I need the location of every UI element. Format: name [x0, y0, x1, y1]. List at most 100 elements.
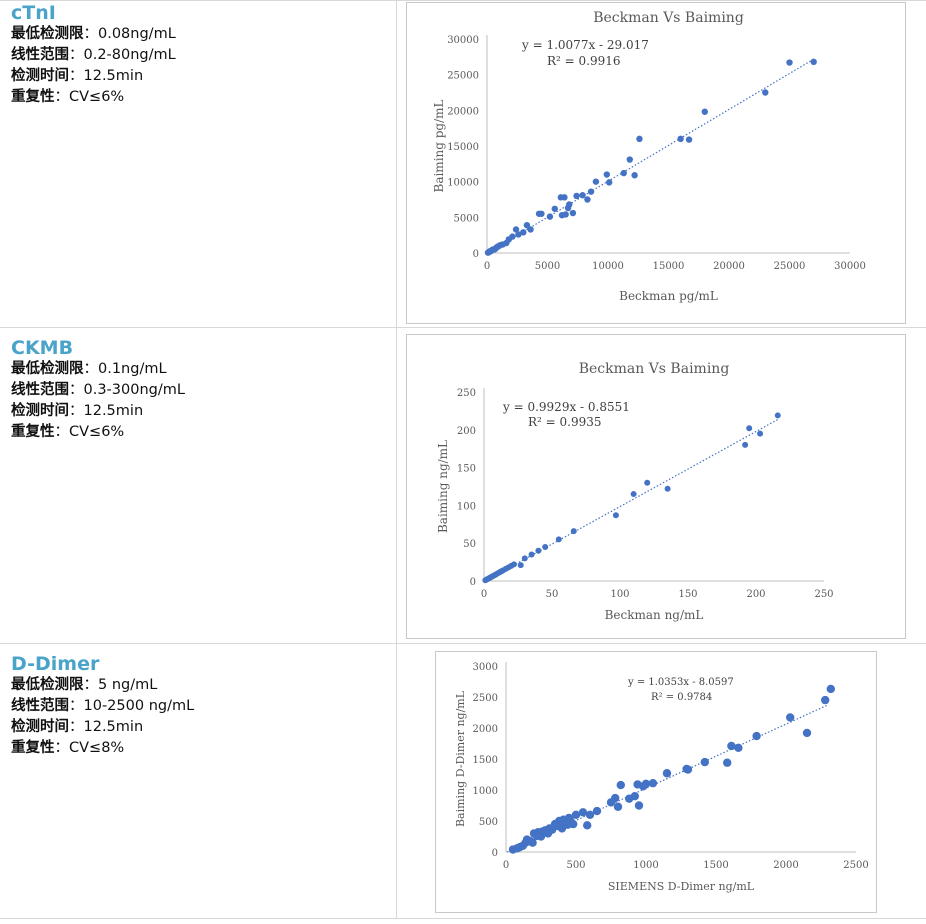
- data-point: [520, 229, 527, 236]
- data-point: [538, 210, 545, 217]
- data-point: [569, 819, 578, 829]
- y-tick-label: 0: [492, 848, 498, 859]
- data-point: [701, 108, 708, 115]
- data-point: [683, 765, 693, 774]
- y-tick-label: 250: [457, 388, 476, 399]
- chart-ctni: Beckman Vs Baiming 0 5000 10000 15000 20000 25…: [406, 2, 906, 324]
- trendline: [506, 704, 829, 853]
- row-ctni: cTnI 最低检测限：0.08ng/mL 线性范围：0.2-80ng/mL 检测…: [0, 0, 926, 328]
- spec-block: D-Dimer 最低检测限：5 ng/mL 线性范围：10-2500 ng/mL…: [11, 653, 194, 759]
- data-point: [612, 512, 619, 519]
- x-tick-label: 15000: [653, 261, 685, 272]
- y-tick-label: 0: [470, 577, 476, 588]
- data-point: [626, 156, 633, 163]
- spec-line: 检测时间：12.5min: [11, 403, 144, 419]
- data-point: [510, 561, 517, 568]
- data-point: [634, 801, 644, 810]
- spec-line: 重复性：CV≤8%: [11, 740, 125, 756]
- y-tick-label: 20000: [447, 106, 479, 117]
- trendline: [484, 418, 780, 582]
- data-point: [630, 491, 637, 498]
- data-point: [517, 562, 524, 569]
- chart-title: Beckman Vs Baiming: [593, 10, 744, 26]
- y-tick-label: 0: [473, 249, 479, 260]
- spec-line: 线性范围：10-2500 ng/mL: [11, 698, 195, 714]
- y-axis-label: Baiming ng/mL: [436, 440, 450, 533]
- y-tick-label: 200: [457, 426, 476, 437]
- x-tick-label: 1500: [703, 860, 728, 871]
- product-title: D-Dimer: [11, 653, 100, 675]
- data-point: [570, 528, 577, 535]
- y-tick-label: 1500: [473, 755, 498, 766]
- data-point: [592, 178, 600, 185]
- data-point: [578, 808, 588, 817]
- data-point: [662, 769, 672, 778]
- trend-equation: y = 1.0077x - 29.017: [521, 38, 649, 52]
- x-axis-label: Beckman ng/mL: [605, 608, 704, 622]
- y-axis-label: Baiming D-Dimer ng/mL: [454, 690, 467, 827]
- data-point: [786, 713, 795, 722]
- y-tick-label: 2000: [473, 724, 498, 735]
- chart-d-dimer: 0 500 1000 1500 2000 2500 0 500 1000 1500 2000 2500…: [435, 651, 877, 913]
- data-point: [810, 58, 817, 66]
- data-point: [700, 757, 709, 767]
- spec-line: 最低检测限：0.1ng/mL: [11, 361, 167, 377]
- data-point: [616, 780, 625, 790]
- data-point: [762, 89, 769, 96]
- data-point: [606, 179, 613, 186]
- data-point: [542, 543, 549, 550]
- data-point: [613, 802, 623, 811]
- data-point: [509, 233, 516, 240]
- data-point: [611, 793, 620, 803]
- y-tick-label: 3000: [473, 662, 498, 673]
- y-tick-label: 30000: [447, 35, 479, 46]
- data-point: [636, 135, 643, 143]
- scatter-chart: Beckman Vs Baiming 0 50 100 150 200 250 0 50 100 1…: [436, 361, 834, 622]
- spec-line: 线性范围：0.3-300ng/mL: [11, 382, 185, 398]
- trendline: [487, 58, 815, 254]
- data-point: [742, 441, 749, 448]
- product-title: cTnI: [11, 2, 56, 24]
- data-point: [528, 551, 535, 558]
- spec-line: 最低检测限：0.08ng/mL: [11, 26, 176, 42]
- r-squared: R² = 0.9916: [547, 54, 621, 68]
- data-point: [527, 226, 534, 233]
- y-tick-label: 5000: [454, 213, 479, 224]
- data-point: [826, 684, 835, 694]
- data-point: [752, 731, 761, 741]
- x-tick-label: 250: [814, 589, 833, 600]
- x-tick-label: 2500: [843, 860, 868, 871]
- y-tick-label: 100: [457, 501, 476, 512]
- data-point: [786, 59, 793, 66]
- column-divider: [396, 0, 397, 918]
- data-point: [734, 743, 743, 753]
- y-tick-label: 2500: [473, 693, 498, 704]
- data-point: [512, 226, 520, 233]
- x-axis-label: SIEMENS D-Dimer ng/mL: [608, 880, 755, 893]
- x-axis-label: Beckman pg/mL: [619, 289, 718, 303]
- data-point: [573, 192, 580, 200]
- data-point: [644, 479, 651, 486]
- y-tick-label: 15000: [447, 142, 479, 153]
- data-point: [551, 205, 558, 212]
- data-point: [535, 547, 542, 554]
- data-point: [677, 135, 684, 143]
- chart-title: Beckman Vs Baiming: [579, 361, 730, 377]
- data-point: [603, 171, 610, 178]
- x-tick-label: 150: [678, 589, 697, 600]
- spec-block: cTnI 最低检测限：0.08ng/mL 线性范围：0.2-80ng/mL 检测…: [11, 2, 176, 108]
- r-squared: R² = 0.9935: [528, 415, 602, 429]
- trend-equation: y = 0.9929x - 0.8551: [502, 400, 630, 414]
- x-tick-label: 50: [546, 589, 559, 600]
- x-tick-label: 0: [484, 261, 490, 272]
- data-point: [566, 201, 573, 208]
- spec-block: CKMB 最低检测限：0.1ng/mL 线性范围：0.3-300ng/mL 检测…: [11, 337, 185, 443]
- data-point: [583, 821, 592, 830]
- x-tick-label: 1000: [633, 860, 658, 871]
- data-point: [561, 194, 568, 201]
- y-tick-label: 1000: [473, 786, 498, 797]
- product-title: CKMB: [11, 337, 74, 359]
- data-point: [631, 172, 638, 179]
- data-point: [579, 192, 586, 199]
- y-tick-label: 150: [457, 464, 476, 475]
